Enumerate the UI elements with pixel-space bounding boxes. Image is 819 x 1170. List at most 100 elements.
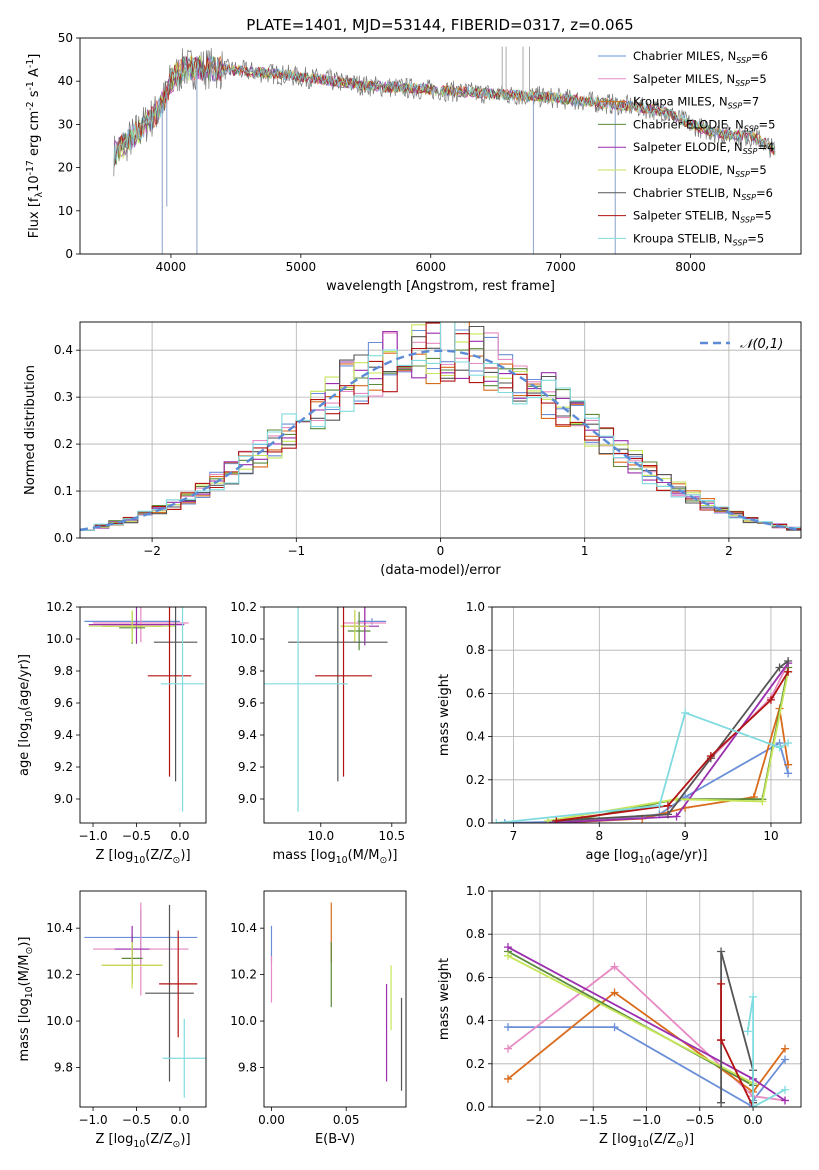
weight-marker — [766, 695, 775, 704]
tick-label-x: −1.0 — [78, 1113, 107, 1127]
weight-marker — [784, 657, 793, 665]
weight-marker — [749, 992, 758, 1001]
weight-marker — [784, 739, 793, 748]
tick-label-y: 10.4 — [46, 921, 73, 935]
weight-marker — [706, 752, 715, 761]
weight-marker — [784, 667, 793, 676]
spectrum-legend: Chabrier MILES, NSSP=6 Salpeter MILES, NS… — [598, 49, 775, 247]
panel-weight_vs_age: 7 8 9 10 0.0 0.2 0.4 0.6 0.8 1.0 age [log10​(age/y… — [437, 600, 802, 866]
weight-marker — [503, 1023, 512, 1032]
x-axis-label: Z [log10​(Z/Z⊙​)] — [95, 848, 190, 866]
axes-frame — [79, 606, 207, 824]
x-axis-label: mass [log10​(M/M⊙​)] — [273, 848, 398, 866]
tick-label-x: 5000 — [286, 260, 317, 274]
legend-entry: Chabrier MILES, NSSP=6 — [633, 49, 768, 65]
legend-entry: Salpeter STELIB, NSSP=5 — [633, 209, 772, 225]
tick-label-y: 0.6 — [466, 686, 485, 700]
weight-marker — [775, 663, 784, 672]
legend-entry: Kroupa ELODIE, NSSP=5 — [633, 163, 767, 179]
weight-marker — [663, 810, 672, 819]
x-axis-label: (data-model)/error — [380, 563, 501, 578]
tick-label-y: 9.8 — [238, 664, 257, 678]
tick-label-x: 9 — [681, 829, 689, 843]
tick-label-x: 8000 — [675, 260, 706, 274]
axes-frame — [491, 606, 802, 824]
plot-area — [264, 607, 388, 812]
tick-label-y: 20 — [58, 161, 73, 175]
weight-marker — [781, 1044, 790, 1053]
legend-entry: Kroupa MILES, NSSP=7 — [633, 95, 759, 111]
tick-label-y: 9.8 — [238, 1061, 257, 1075]
tick-label-x: −0.5 — [122, 1113, 151, 1127]
tick-label-y: 0.1 — [54, 484, 73, 498]
tick-label-x: 10 — [763, 829, 778, 843]
tick-label-y: 10 — [58, 204, 73, 218]
weight-marker — [500, 819, 509, 823]
y-axis-label: Flux [fλ​10-17​ erg cm-2​ s-1​ A-1​] — [25, 54, 45, 239]
tick-label-y: 0.8 — [466, 643, 485, 657]
y-axis-label: mass weight — [437, 958, 452, 1040]
weight-marker — [610, 1023, 619, 1032]
axes-frame — [79, 37, 802, 255]
x-axis-label: wavelength [Angstrom, rest frame] — [326, 279, 555, 294]
tick-label-x: 0.00 — [258, 1113, 285, 1127]
tick-label-y: 30 — [58, 117, 73, 131]
panel-weight_vs_Z: −2.0 −1.5 −1.0 −0.5 0.0 0.0 0.2 0.4 0.6 0.8 1.0 Z [… — [437, 884, 802, 1150]
weight-marker — [610, 988, 619, 997]
tick-label-y: 9.6 — [54, 696, 73, 710]
axes-frame — [79, 890, 207, 1108]
spectrum-model-line — [113, 56, 776, 168]
panel-age_vs_mass: 10.0 10.5 9.0 9.2 9.4 9.6 9.8 10.0 10.2 mass [log… — [230, 600, 407, 866]
tick-label-y: 0.3 — [54, 390, 73, 404]
panel-mass_vs_Z: −1.0 −0.5 0.0 9.8 10.0 10.2 10.4 Z [log10​(Z/Z⊙… — [17, 890, 207, 1150]
residual-histogram — [80, 322, 801, 531]
tick-label-x: 8 — [595, 829, 603, 843]
x-axis-label: Z [log10​(Z/Z⊙​)] — [599, 1132, 694, 1150]
tick-label-x: −1 — [287, 544, 305, 558]
tick-label-y: 10.2 — [230, 968, 257, 982]
axes-frame — [491, 890, 802, 1108]
legend-entry: Kroupa STELIB, NSSP=5 — [633, 231, 764, 247]
tick-label-x: 0.0 — [744, 1113, 763, 1127]
tick-label-y: 0.2 — [466, 773, 485, 787]
weight-marker — [775, 743, 784, 752]
tick-label-x: −0.5 — [685, 1113, 714, 1127]
tick-label-x: −0.5 — [122, 829, 151, 843]
figure-title: PLATE=1401, MJD=53144, FIBERID=0317, z=0… — [246, 16, 633, 34]
weight-marker — [503, 1074, 512, 1083]
tick-label-x: 7000 — [545, 260, 576, 274]
legend-entry: Chabrier STELIB, NSSP=6 — [633, 186, 773, 202]
normal-curve — [80, 349, 801, 531]
tick-label-y: 10.2 — [230, 600, 257, 614]
plot-area — [80, 322, 801, 538]
tick-label-y: 0.6 — [466, 970, 485, 984]
legend-entry: Salpeter ELODIE, NSSP=4 — [633, 140, 774, 156]
weight-marker — [784, 760, 793, 769]
y-axis-label: Normed distribution — [23, 365, 38, 495]
tick-label-y: 9.0 — [238, 792, 257, 806]
legend-entry: Chabrier ELODIE, NSSP=5 — [633, 117, 775, 133]
tick-label-x: 4000 — [156, 260, 187, 274]
tick-label-x: 2 — [725, 544, 733, 558]
tick-label-x: 10.0 — [307, 829, 334, 843]
tick-label-x: −1.0 — [78, 829, 107, 843]
tick-label-x: −1.5 — [579, 1113, 608, 1127]
plot-area — [270, 902, 403, 1091]
tick-label-y: 40 — [58, 74, 73, 88]
tick-label-y: 10.0 — [230, 632, 257, 646]
weight-marker — [717, 947, 726, 956]
tick-label-x: −1.0 — [632, 1113, 661, 1127]
tick-label-x: 0.0 — [170, 1113, 189, 1127]
tick-label-x: 7 — [510, 829, 518, 843]
weight-marker — [552, 816, 561, 823]
tick-label-x: 0.05 — [333, 1113, 360, 1127]
legend-entry: 𝒩(0,1) — [740, 337, 783, 352]
weight-marker — [492, 819, 501, 823]
tick-label-y: 9.8 — [54, 1061, 73, 1075]
weight-marker — [717, 1036, 726, 1045]
tick-label-y: 1.0 — [466, 600, 485, 614]
tick-label-x: 0.0 — [170, 829, 189, 843]
tick-label-x: −2 — [143, 544, 161, 558]
tick-label-y: 10.0 — [46, 632, 73, 646]
tick-label-y: 0.4 — [466, 730, 485, 744]
